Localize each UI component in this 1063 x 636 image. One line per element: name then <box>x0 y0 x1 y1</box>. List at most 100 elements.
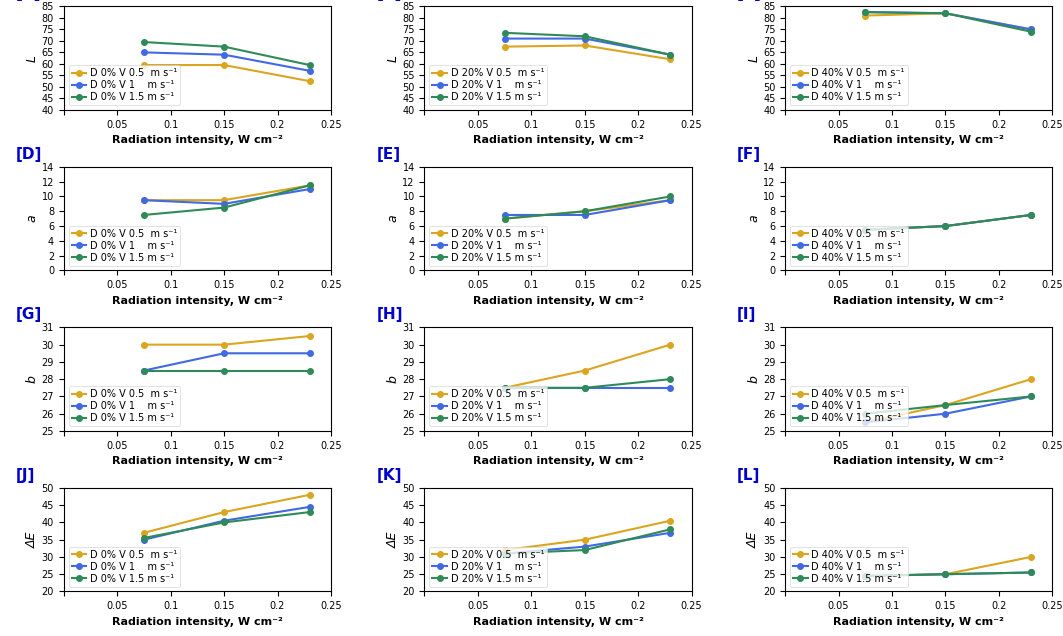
D 40% V 1.5 m s⁻¹ <box>1025 211 1037 219</box>
D 40% V 0.5  m s⁻¹ <box>1025 211 1037 219</box>
D 20% V 1.5 m s⁻¹ <box>578 384 591 392</box>
X-axis label: Radiation intensity, W cm⁻²: Radiation intensity, W cm⁻² <box>473 456 643 466</box>
X-axis label: Radiation intensity, W cm⁻²: Radiation intensity, W cm⁻² <box>833 617 1005 626</box>
Legend: D 20% V 0.5  m s⁻¹, D 20% V 1    m s⁻¹, D 20% V 1.5 m s⁻¹: D 20% V 0.5 m s⁻¹, D 20% V 1 m s⁻¹, D 20… <box>429 387 547 426</box>
D 0% V 1.5 m s⁻¹ <box>218 367 231 375</box>
D 20% V 1.5 m s⁻¹ <box>499 550 511 557</box>
D 40% V 1    m s⁻¹ <box>1025 211 1037 219</box>
D 40% V 1.5 m s⁻¹ <box>939 222 951 230</box>
Y-axis label: ΔE: ΔE <box>387 532 400 548</box>
Line: D 40% V 1    m s⁻¹: D 40% V 1 m s⁻¹ <box>862 394 1034 425</box>
Line: D 0% V 1.5 m s⁻¹: D 0% V 1.5 m s⁻¹ <box>141 183 313 218</box>
D 40% V 1    m s⁻¹ <box>939 222 951 230</box>
D 0% V 1.5 m s⁻¹ <box>303 508 316 516</box>
Line: D 40% V 0.5  m s⁻¹: D 40% V 0.5 m s⁻¹ <box>862 554 1034 579</box>
D 0% V 0.5  m s⁻¹ <box>137 341 150 349</box>
X-axis label: Radiation intensity, W cm⁻²: Radiation intensity, W cm⁻² <box>473 617 643 626</box>
D 20% V 1    m s⁻¹ <box>578 211 591 219</box>
Line: D 0% V 1.5 m s⁻¹: D 0% V 1.5 m s⁻¹ <box>141 368 313 373</box>
Text: [E]: [E] <box>376 147 401 162</box>
Line: D 0% V 1    m s⁻¹: D 0% V 1 m s⁻¹ <box>141 50 313 74</box>
Text: [G]: [G] <box>16 307 41 322</box>
X-axis label: Radiation intensity, W cm⁻²: Radiation intensity, W cm⁻² <box>473 296 643 306</box>
D 20% V 1    m s⁻¹ <box>664 529 677 537</box>
D 0% V 1.5 m s⁻¹ <box>137 211 150 219</box>
D 40% V 0.5  m s⁻¹ <box>1025 375 1037 383</box>
Line: D 0% V 1    m s⁻¹: D 0% V 1 m s⁻¹ <box>141 504 313 543</box>
D 20% V 1.5 m s⁻¹ <box>499 384 511 392</box>
Text: [J]: [J] <box>16 467 35 483</box>
D 40% V 1    m s⁻¹ <box>939 10 951 17</box>
D 40% V 1    m s⁻¹ <box>859 226 872 233</box>
X-axis label: Radiation intensity, W cm⁻²: Radiation intensity, W cm⁻² <box>112 456 283 466</box>
D 40% V 0.5  m s⁻¹ <box>939 401 951 409</box>
D 40% V 0.5  m s⁻¹ <box>939 570 951 578</box>
Line: D 20% V 0.5  m s⁻¹: D 20% V 0.5 m s⁻¹ <box>502 518 673 553</box>
D 0% V 0.5  m s⁻¹ <box>218 508 231 516</box>
D 40% V 1    m s⁻¹ <box>939 410 951 417</box>
D 20% V 1.5 m s⁻¹ <box>578 207 591 215</box>
Text: [I]: [I] <box>737 307 757 322</box>
D 0% V 0.5  m s⁻¹ <box>303 491 316 499</box>
D 0% V 1    m s⁻¹ <box>303 503 316 511</box>
D 20% V 1.5 m s⁻¹ <box>499 215 511 223</box>
Text: [B]: [B] <box>376 0 402 1</box>
D 40% V 0.5  m s⁻¹ <box>939 222 951 230</box>
Text: [C]: [C] <box>737 0 762 1</box>
D 20% V 0.5  m s⁻¹ <box>664 341 677 349</box>
D 0% V 0.5  m s⁻¹ <box>137 529 150 537</box>
D 20% V 0.5  m s⁻¹ <box>499 215 511 223</box>
D 0% V 1    m s⁻¹ <box>137 367 150 375</box>
D 20% V 0.5  m s⁻¹ <box>664 55 677 63</box>
D 0% V 1    m s⁻¹ <box>218 51 231 59</box>
X-axis label: Radiation intensity, W cm⁻²: Radiation intensity, W cm⁻² <box>112 617 283 626</box>
D 40% V 1    m s⁻¹ <box>1025 569 1037 576</box>
D 0% V 1    m s⁻¹ <box>218 517 231 525</box>
Line: D 40% V 0.5  m s⁻¹: D 40% V 0.5 m s⁻¹ <box>862 10 1034 32</box>
Line: D 40% V 1    m s⁻¹: D 40% V 1 m s⁻¹ <box>862 10 1034 32</box>
Line: D 0% V 0.5  m s⁻¹: D 0% V 0.5 m s⁻¹ <box>141 183 313 203</box>
Y-axis label: a: a <box>387 215 400 223</box>
D 40% V 0.5  m s⁻¹ <box>939 10 951 17</box>
Legend: D 0% V 0.5  m s⁻¹, D 0% V 1    m s⁻¹, D 0% V 1.5 m s⁻¹: D 0% V 0.5 m s⁻¹, D 0% V 1 m s⁻¹, D 0% V… <box>69 387 181 426</box>
Text: [D]: [D] <box>16 147 43 162</box>
Legend: D 40% V 0.5  m s⁻¹, D 40% V 1    m s⁻¹, D 40% V 1.5 m s⁻¹: D 40% V 0.5 m s⁻¹, D 40% V 1 m s⁻¹, D 40… <box>790 226 908 266</box>
D 0% V 1.5 m s⁻¹ <box>137 38 150 46</box>
D 40% V 1    m s⁻¹ <box>859 8 872 16</box>
D 20% V 0.5  m s⁻¹ <box>578 42 591 50</box>
Line: D 0% V 1.5 m s⁻¹: D 0% V 1.5 m s⁻¹ <box>141 509 313 541</box>
Line: D 20% V 1    m s⁻¹: D 20% V 1 m s⁻¹ <box>502 385 673 391</box>
D 40% V 1.5 m s⁻¹ <box>939 401 951 409</box>
Line: D 0% V 0.5  m s⁻¹: D 0% V 0.5 m s⁻¹ <box>141 333 313 347</box>
D 40% V 0.5  m s⁻¹ <box>1025 553 1037 561</box>
D 40% V 1    m s⁻¹ <box>859 572 872 580</box>
D 0% V 0.5  m s⁻¹ <box>218 341 231 349</box>
D 0% V 0.5  m s⁻¹ <box>137 61 150 69</box>
D 0% V 1    m s⁻¹ <box>218 200 231 208</box>
D 20% V 1    m s⁻¹ <box>578 384 591 392</box>
Text: [L]: [L] <box>737 467 760 483</box>
Line: D 40% V 0.5  m s⁻¹: D 40% V 0.5 m s⁻¹ <box>862 377 1034 425</box>
D 40% V 1.5 m s⁻¹ <box>859 572 872 580</box>
D 0% V 1    m s⁻¹ <box>137 48 150 56</box>
D 0% V 1.5 m s⁻¹ <box>303 367 316 375</box>
D 20% V 0.5  m s⁻¹ <box>578 367 591 375</box>
D 20% V 0.5  m s⁻¹ <box>664 197 677 204</box>
Y-axis label: b: b <box>387 375 400 383</box>
Legend: D 40% V 0.5  m s⁻¹, D 40% V 1    m s⁻¹, D 40% V 1.5 m s⁻¹: D 40% V 0.5 m s⁻¹, D 40% V 1 m s⁻¹, D 40… <box>790 547 908 586</box>
Line: D 20% V 1    m s⁻¹: D 20% V 1 m s⁻¹ <box>502 36 673 57</box>
D 20% V 1    m s⁻¹ <box>499 211 511 219</box>
Text: [F]: [F] <box>737 147 761 162</box>
D 0% V 0.5  m s⁻¹ <box>303 332 316 340</box>
D 40% V 1.5 m s⁻¹ <box>859 226 872 233</box>
D 20% V 0.5  m s⁻¹ <box>499 43 511 50</box>
D 0% V 1    m s⁻¹ <box>303 349 316 357</box>
Legend: D 0% V 0.5  m s⁻¹, D 0% V 1    m s⁻¹, D 0% V 1.5 m s⁻¹: D 0% V 0.5 m s⁻¹, D 0% V 1 m s⁻¹, D 0% V… <box>69 226 181 266</box>
Line: D 20% V 1.5 m s⁻¹: D 20% V 1.5 m s⁻¹ <box>502 194 673 221</box>
X-axis label: Radiation intensity, W cm⁻²: Radiation intensity, W cm⁻² <box>833 135 1005 145</box>
Line: D 40% V 1.5 m s⁻¹: D 40% V 1.5 m s⁻¹ <box>862 10 1034 34</box>
Line: D 0% V 1.5 m s⁻¹: D 0% V 1.5 m s⁻¹ <box>141 39 313 68</box>
D 20% V 1    m s⁻¹ <box>499 550 511 557</box>
D 40% V 0.5  m s⁻¹ <box>859 572 872 580</box>
Line: D 40% V 1    m s⁻¹: D 40% V 1 m s⁻¹ <box>862 212 1034 233</box>
